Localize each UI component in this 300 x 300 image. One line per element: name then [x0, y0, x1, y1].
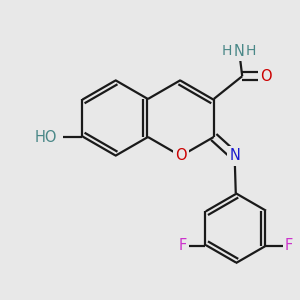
Text: F: F — [178, 238, 187, 253]
Text: H: H — [222, 44, 232, 58]
Text: N: N — [229, 148, 240, 164]
Text: O: O — [260, 69, 272, 84]
Text: N: N — [234, 44, 244, 59]
Text: F: F — [285, 238, 293, 253]
Text: O: O — [175, 148, 187, 164]
Text: H: H — [246, 44, 256, 58]
Text: HO: HO — [34, 130, 57, 145]
